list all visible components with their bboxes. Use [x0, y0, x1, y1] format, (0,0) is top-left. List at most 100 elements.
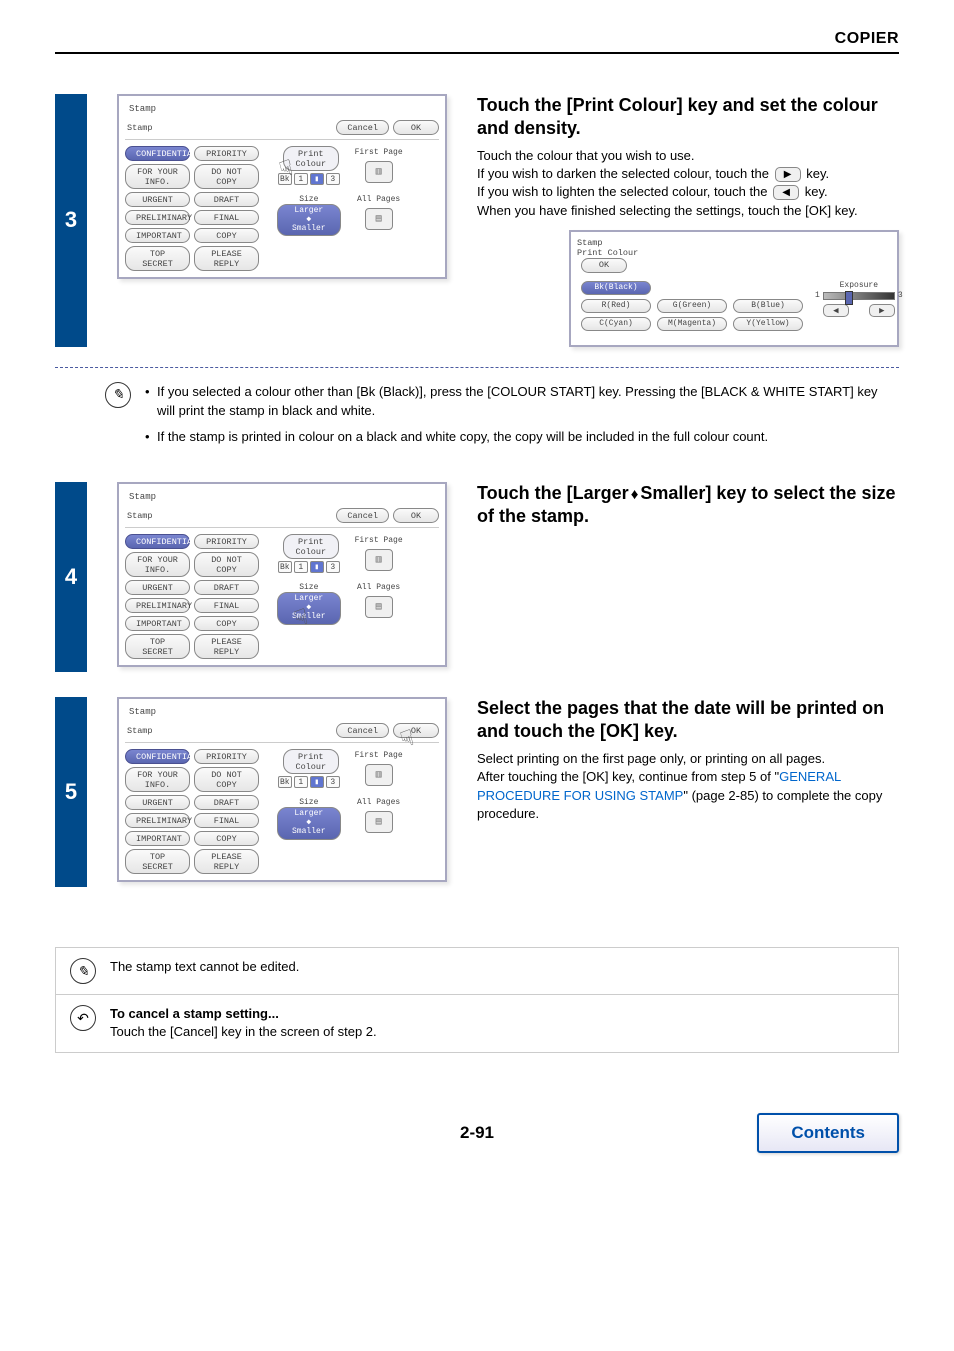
stamp-opt[interactable]: CONFIDENTIAL — [125, 534, 190, 549]
lighten-key-icon: ◀ — [773, 185, 799, 200]
stamp-opt[interactable]: IMPORTANT — [125, 616, 190, 631]
stamp-opt[interactable]: PRIORITY — [194, 534, 259, 549]
bottom-note-1: The stamp text cannot be edited. — [110, 958, 299, 976]
stamp-panel: Stamp Stamp Cancel OK CONFIDENTIAL FOR Y… — [117, 94, 447, 279]
exposure-scale — [823, 292, 895, 300]
bk-box: Bk — [278, 776, 292, 788]
stamp-priority[interactable]: PRIORITY — [194, 146, 259, 161]
stamp-opt[interactable]: COPY — [194, 831, 259, 846]
step-4-screenshot: Stamp Stamp Cancel OK CONFIDENTIAL FOR Y… — [87, 482, 467, 672]
first-page-icon[interactable]: ▥ — [365, 161, 393, 183]
stamp-opt[interactable]: PRELIMINARY — [125, 813, 190, 828]
colour-blue[interactable]: B(Blue) — [733, 299, 803, 313]
cancel-button-4[interactable]: Cancel — [336, 508, 389, 523]
stamp-opt[interactable]: IMPORTANT — [125, 831, 190, 846]
step-3-screenshot: Stamp Stamp Cancel OK CONFIDENTIAL FOR Y… — [87, 94, 467, 347]
colour-ok-button[interactable]: OK — [581, 258, 627, 273]
colour-red[interactable]: R(Red) — [581, 299, 651, 313]
stamp-copy[interactable]: COPY — [194, 228, 259, 243]
panel-right-col: First Page ▥ All Pages ▤ — [355, 146, 403, 271]
colour-green[interactable]: G(Green) — [657, 299, 727, 313]
step-5-number: 5 — [55, 697, 87, 887]
colour-yellow[interactable]: Y(Yellow) — [733, 317, 803, 331]
bottom-note-2-body: Touch the [Cancel] key in the screen of … — [110, 1023, 377, 1041]
exposure-lighter-button[interactable]: ◀ — [823, 304, 849, 317]
stamp-opt[interactable]: FOR YOUR INFO. — [125, 767, 190, 792]
stamp-do-not-copy[interactable]: DO NOT COPY — [194, 164, 259, 189]
exposure-block: Exposure 1 3 ◀ ▶ — [815, 281, 903, 335]
level-box: ▮ — [310, 561, 324, 573]
stamp-opt[interactable]: COPY — [194, 616, 259, 631]
smaller-label: Smaller — [292, 613, 326, 622]
smaller-label: Smaller — [292, 828, 326, 837]
first-page-label: First Page — [355, 536, 403, 545]
print-colour-button-5[interactable]: Print Colour — [283, 749, 339, 774]
stamp-opt[interactable]: DRAFT — [194, 795, 259, 810]
larger-smaller-button-5[interactable]: Larger ◆ Smaller — [277, 807, 341, 839]
stamp-preliminary[interactable]: PRELIMINARY — [125, 210, 190, 225]
stamp-draft[interactable]: DRAFT — [194, 192, 259, 207]
cancel-button[interactable]: Cancel — [336, 120, 389, 135]
colour-cyan[interactable]: C(Cyan) — [581, 317, 651, 331]
stamp-opt[interactable]: DRAFT — [194, 580, 259, 595]
ok-button[interactable]: OK — [393, 120, 439, 135]
step-3-row: 3 Stamp Stamp Cancel OK CONFIDENTIAL FOR… — [55, 94, 899, 347]
step-5-body-b: After touching the [OK] key, continue fr… — [477, 768, 899, 823]
print-colour-button[interactable]: Print Colour — [283, 146, 339, 171]
step-3-body: Touch the colour that you wish to use. I… — [477, 147, 899, 220]
step-5-screenshot: Stamp Stamp Cancel OK CONFIDENTIAL FOR Y… — [87, 697, 467, 887]
all-pages-icon[interactable]: ▤ — [365, 596, 393, 618]
panel-subtitle: Stamp — [125, 123, 332, 133]
stamp-opt[interactable]: URGENT — [125, 580, 190, 595]
exposure-darker-button[interactable]: ▶ — [869, 304, 895, 317]
stamp-important[interactable]: IMPORTANT — [125, 228, 190, 243]
note-2: If the stamp is printed in colour on a b… — [145, 427, 899, 447]
stamp-opt[interactable]: URGENT — [125, 795, 190, 810]
stamp-urgent[interactable]: URGENT — [125, 192, 190, 207]
ok-button-4[interactable]: OK — [393, 508, 439, 523]
stamp-opt[interactable]: FINAL — [194, 598, 259, 613]
colour-magenta[interactable]: M(Magenta) — [657, 317, 727, 331]
one-box: 1 — [294, 776, 308, 788]
first-page-label: First Page — [355, 751, 403, 760]
stamp-opt[interactable]: TOP SECRET — [125, 849, 190, 874]
step-4-row: 4 Stamp Stamp Cancel OK CONFIDENTIAL FOR… — [55, 482, 899, 672]
stamp-opt[interactable]: FINAL — [194, 813, 259, 828]
all-pages-icon[interactable]: ▤ — [365, 811, 393, 833]
step-3-text: Touch the [Print Colour] key and set the… — [467, 94, 899, 347]
all-pages-icon[interactable]: ▤ — [365, 208, 393, 230]
stamp-top-secret[interactable]: TOP SECRET — [125, 246, 190, 271]
stamp-for-your-info[interactable]: FOR YOUR INFO. — [125, 164, 190, 189]
three-box: 3 — [326, 561, 340, 573]
stamp-opt[interactable]: FOR YOUR INFO. — [125, 552, 190, 577]
stamp-text-col-1: CONFIDENTIAL FOR YOUR INFO. URGENT PRELI… — [125, 146, 190, 271]
stamp-opt[interactable]: DO NOT COPY — [194, 552, 259, 577]
stamp-opt[interactable]: PLEASE REPLY — [194, 849, 259, 874]
stamp-opt[interactable]: DO NOT COPY — [194, 767, 259, 792]
panel-title: Stamp — [125, 102, 439, 116]
stamp-opt[interactable]: CONFIDENTIAL — [125, 749, 190, 764]
all-pages-label: All Pages — [357, 195, 400, 204]
stamp-opt[interactable]: TOP SECRET — [125, 634, 190, 659]
print-colour-button-4[interactable]: Print Colour — [283, 534, 339, 559]
darken-key-icon: ▶ — [775, 167, 801, 182]
section-header: COPIER — [55, 30, 899, 48]
colour-black[interactable]: Bk(Black) — [581, 281, 651, 295]
cancel-button-5[interactable]: Cancel — [336, 723, 389, 738]
stamp-opt[interactable]: PRELIMINARY — [125, 598, 190, 613]
contents-button[interactable]: Contents — [757, 1113, 899, 1153]
first-page-icon[interactable]: ▥ — [365, 764, 393, 786]
stamp-final[interactable]: FINAL — [194, 210, 259, 225]
three-box: 3 — [326, 776, 340, 788]
larger-smaller-button-4[interactable]: Larger ◆ Smaller — [277, 592, 341, 624]
step-5-title: Select the pages that the date will be p… — [477, 697, 899, 742]
step-4-number: 4 — [55, 482, 87, 672]
size-label: Size — [277, 195, 341, 204]
ok-button-5[interactable]: OK — [393, 723, 439, 738]
first-page-icon[interactable]: ▥ — [365, 549, 393, 571]
larger-smaller-button[interactable]: Larger ◆ Smaller — [277, 204, 341, 236]
stamp-confidential[interactable]: CONFIDENTIAL — [125, 146, 190, 161]
stamp-opt[interactable]: PRIORITY — [194, 749, 259, 764]
stamp-please-reply[interactable]: PLEASE REPLY — [194, 246, 259, 271]
stamp-opt[interactable]: PLEASE REPLY — [194, 634, 259, 659]
